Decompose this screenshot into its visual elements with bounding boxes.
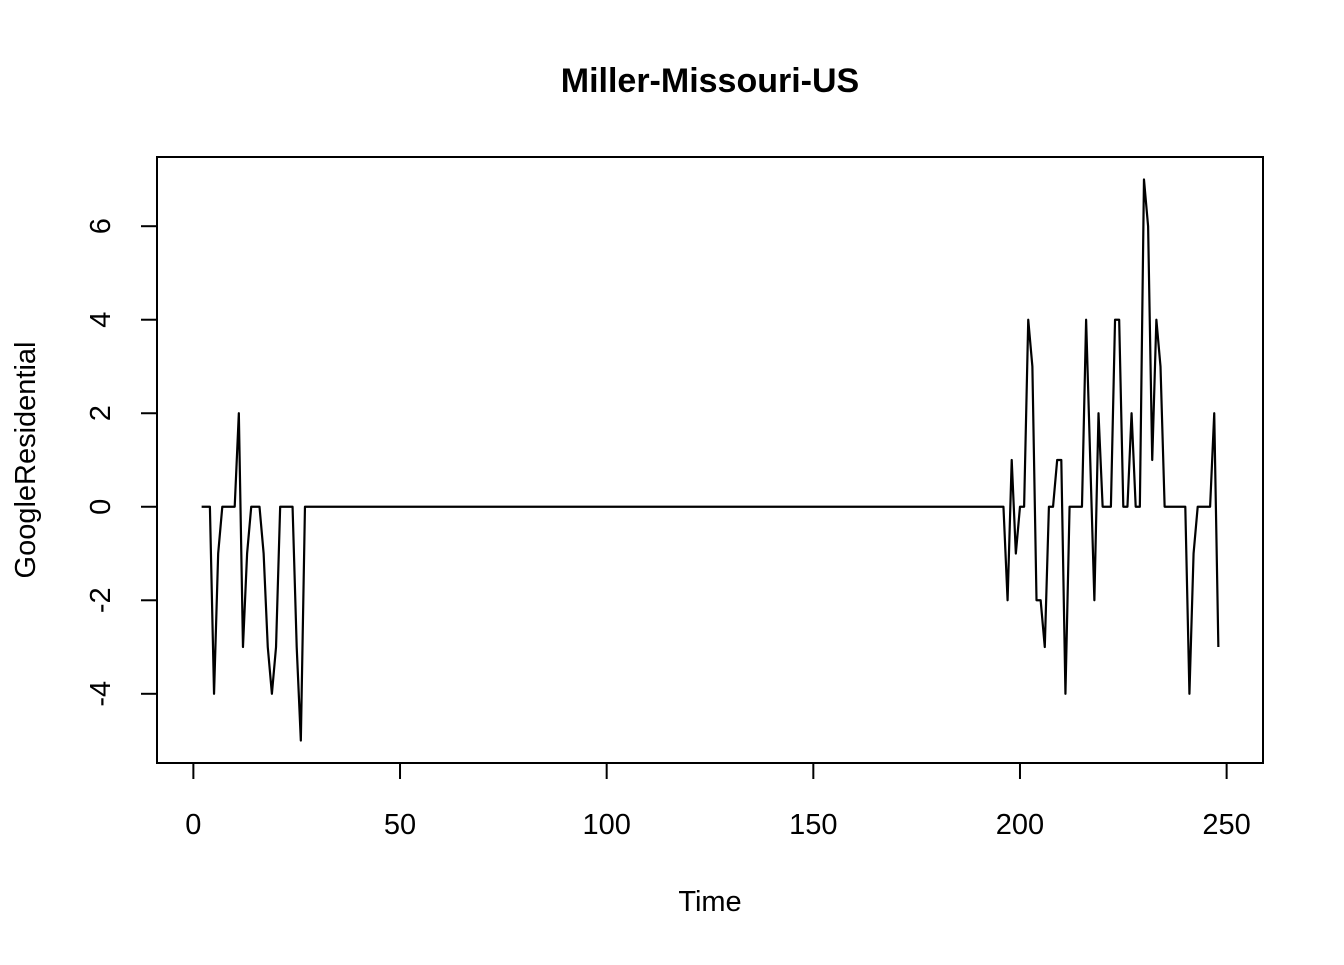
y-axis-ticks: -4 -2 0 2 4 6 bbox=[85, 218, 157, 707]
x-tick-label: 100 bbox=[582, 809, 630, 841]
chart-title: Miller-Missouri-US bbox=[561, 62, 859, 100]
y-tick-label: 4 bbox=[85, 312, 117, 328]
series-layer bbox=[201, 178, 1220, 742]
y-axis-label: GoogleResidential bbox=[10, 342, 42, 579]
y-tick-label: -2 bbox=[85, 587, 117, 613]
x-axis-ticks: 0 50 100 150 200 250 bbox=[185, 763, 1251, 841]
y-tick-label: 6 bbox=[85, 218, 117, 234]
y-tick-label: 0 bbox=[85, 499, 117, 515]
x-axis-label: Time bbox=[678, 886, 741, 918]
y-tick-label: -4 bbox=[85, 681, 117, 707]
x-tick-label: 0 bbox=[185, 809, 201, 841]
x-tick-label: 150 bbox=[789, 809, 837, 841]
x-tick-label: 250 bbox=[1202, 809, 1250, 841]
x-tick-label: 50 bbox=[384, 809, 416, 841]
y-tick-label: 2 bbox=[85, 405, 117, 421]
x-tick-label: 200 bbox=[996, 809, 1044, 841]
series-line bbox=[201, 178, 1220, 742]
